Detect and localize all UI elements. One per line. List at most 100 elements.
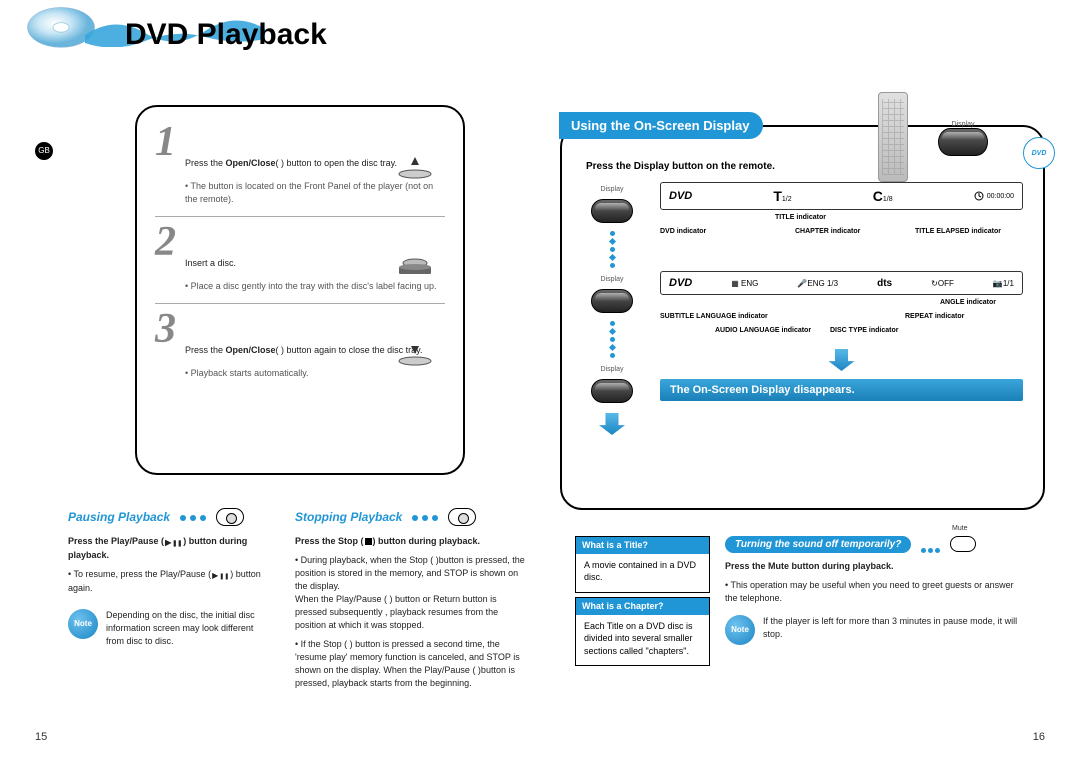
step-subtext: Place a disc gently into the tray with t… xyxy=(185,280,445,293)
display-label: Display xyxy=(601,186,624,193)
indicator-label: AUDIO LANGUAGE indicator xyxy=(715,327,811,334)
note-badge: Note xyxy=(68,609,98,639)
header-label: Stopping Playback xyxy=(295,510,402,524)
mute-chip-label: Mute xyxy=(952,525,968,532)
step-text: Press the xyxy=(185,345,226,355)
indicator-label: SUBTITLE LANGUAGE indicator xyxy=(660,313,768,320)
play-pause-icon xyxy=(165,536,182,549)
pausing-text: Press the Play/Pause () button during pl… xyxy=(68,535,268,648)
chapter-letter: C xyxy=(873,188,883,204)
box-header: What is a Title? xyxy=(576,537,709,554)
indicator-labels-2: SUBTITLE LANGUAGE indicator AUDIO LANGUA… xyxy=(660,295,1023,343)
dots-icon xyxy=(920,540,941,558)
chapter-definition-box: What is a Chapter? Each Title on a DVD d… xyxy=(575,597,710,666)
indicator-label: DVD indicator xyxy=(660,228,706,235)
dvd-player-icon xyxy=(395,255,435,277)
flow-arrow-icon xyxy=(829,349,855,371)
repeat-value: OFF xyxy=(938,279,954,288)
text: This operation may be useful when you ne… xyxy=(725,579,1025,605)
osd-title-bar: Using the On-Screen Display xyxy=(559,112,763,139)
mute-button-chip xyxy=(950,536,976,552)
indicator-label: ANGLE indicator xyxy=(940,299,996,306)
divider xyxy=(155,303,445,304)
title-letter: T xyxy=(773,188,782,204)
display-button-icon xyxy=(591,379,633,403)
remote-illustration xyxy=(878,92,908,182)
step-text-bold: Open/Close xyxy=(226,158,276,168)
display-label: Display xyxy=(601,366,624,373)
play-pause-icon xyxy=(212,569,229,582)
osd-lcd-2: DVD ▦ ENG 🎤ENG 1/3 dts ↻OFF 📷1/1 xyxy=(660,271,1023,295)
dvd-logo: DVD xyxy=(669,277,692,289)
stop-icon xyxy=(365,538,372,545)
indicator-labels-1: DVD indicator TITLE indicator CHAPTER in… xyxy=(660,210,1023,246)
display-label: Display xyxy=(601,276,624,283)
osd-content: Display Display Display DVD T1/2 C1/8 00… xyxy=(582,182,1023,439)
box-body: Each Title on a DVD disc is divided into… xyxy=(584,621,693,656)
step-text: Press the xyxy=(185,158,226,168)
angle-value: 1/1 xyxy=(1003,279,1014,288)
step-text: ( ) button to open the disc tray. xyxy=(276,158,397,168)
tray-open-icon xyxy=(395,157,435,179)
mute-header: Turning the sound off temporarily? xyxy=(725,536,911,553)
dots-icon xyxy=(410,508,440,526)
box-header: What is a Chapter? xyxy=(576,598,709,615)
step-1: 1 Press the Open/Close( ) button to open… xyxy=(155,121,445,206)
audio-value: ENG 1/3 xyxy=(807,279,838,288)
display-label: Display xyxy=(938,121,988,128)
title-definition-box: What is a Title? A movie contained in a … xyxy=(575,536,710,593)
osd-right-column: DVD T1/2 C1/8 00:00:00 DVD indicator TIT… xyxy=(660,182,1023,439)
dvd-ring-icon: DVD xyxy=(1023,137,1055,169)
step-text-bold: Open/Close xyxy=(226,345,276,355)
divider xyxy=(155,216,445,217)
step-text: Insert a disc. xyxy=(185,258,236,268)
flow-dots xyxy=(610,319,615,360)
indicator-label: TITLE ELAPSED indicator xyxy=(915,228,1001,235)
step-3: 3 Press the Open/Close( ) button again t… xyxy=(155,308,445,380)
dvd-logo: DVD xyxy=(669,190,692,202)
display-button-icon xyxy=(938,128,988,156)
manual-page: DVD Playback GB GB 1 Press the Open/Clos… xyxy=(0,0,1080,763)
note-badge: Note xyxy=(725,615,755,645)
playback-steps-panel: 1 Press the Open/Close( ) button to open… xyxy=(135,105,465,475)
button-chip-icon xyxy=(216,508,244,526)
text: ) button during playback. xyxy=(373,536,481,546)
text: To resume, press the Play/Pause ( xyxy=(74,569,212,579)
display-button-icon xyxy=(591,199,633,223)
display-flow-column: Display Display Display xyxy=(582,182,642,439)
stopping-text: Press the Stop () button during playback… xyxy=(295,535,530,691)
language-badge-left: GB xyxy=(35,142,53,160)
pausing-header: Pausing Playback xyxy=(68,508,244,526)
mute-text: Press the Mute button during playback. T… xyxy=(725,560,1025,645)
button-chip-icon xyxy=(448,508,476,526)
text: During playback, when the Stop ( )button… xyxy=(295,554,530,632)
step-subtext: Playback starts automatically. xyxy=(185,367,445,380)
indicator-label: REPEAT indicator xyxy=(905,313,964,320)
flow-arrow-icon xyxy=(599,413,625,435)
step-2: 2 Insert a disc. Place a disc gently int… xyxy=(155,221,445,293)
page-title: DVD Playback xyxy=(125,18,327,52)
text: Press the Play/Pause ( xyxy=(68,536,164,546)
display-button-icon xyxy=(591,289,633,313)
title-value: 1/2 xyxy=(782,196,792,203)
chapter-value: 1/8 xyxy=(883,196,893,203)
osd-panel: Using the On-Screen Display Display DVD … xyxy=(560,125,1045,510)
dots-icon xyxy=(178,508,208,526)
indicator-label: DISC TYPE indicator xyxy=(830,327,898,334)
note-text: If the player is left for more than 3 mi… xyxy=(763,615,1025,645)
osd-subtitle: Press the Display button on the remote. xyxy=(586,161,1023,172)
page-number-left: 15 xyxy=(35,731,47,743)
note-text: Depending on the disc, the initial disc … xyxy=(106,609,268,648)
osd-lcd-1: DVD T1/2 C1/8 00:00:00 xyxy=(660,182,1023,210)
box-body: A movie contained in a DVD disc. xyxy=(584,560,696,583)
clock-icon xyxy=(974,191,984,201)
display-button-callout: Display xyxy=(938,121,988,156)
page-number-right: 16 xyxy=(1033,731,1045,743)
indicator-label: TITLE indicator xyxy=(775,214,826,221)
step-subtext: The button is located on the Front Panel… xyxy=(185,180,445,206)
tray-close-icon xyxy=(395,344,435,366)
indicator-label: CHAPTER indicator xyxy=(795,228,860,235)
text-bold: Press the Mute button during playback. xyxy=(725,561,894,571)
header-label: Pausing Playback xyxy=(68,510,170,524)
osd-final-bar: The On-Screen Display disappears. xyxy=(660,379,1023,401)
